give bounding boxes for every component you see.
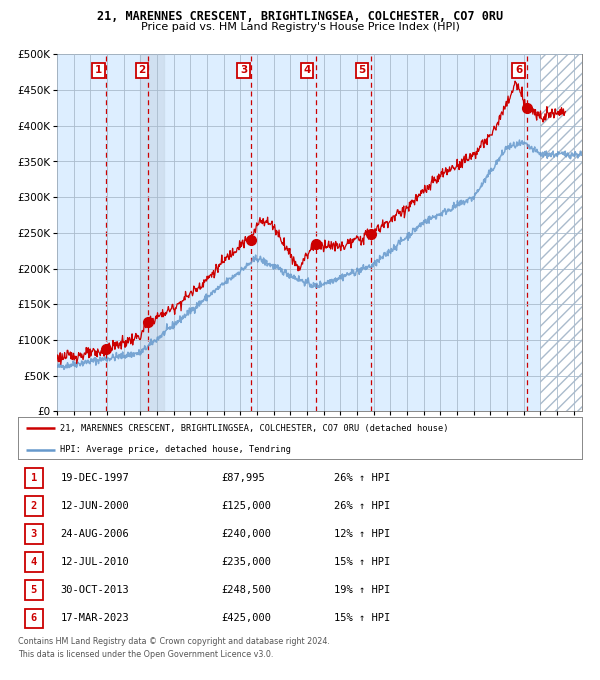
FancyBboxPatch shape (25, 468, 43, 488)
Bar (140, 54, 164, 411)
Text: 6: 6 (31, 613, 37, 624)
Text: 1: 1 (95, 65, 102, 75)
Bar (541, 54, 582, 411)
Text: 12-JUN-2000: 12-JUN-2000 (60, 501, 129, 511)
FancyBboxPatch shape (25, 609, 43, 628)
Text: 15% ↑ HPI: 15% ↑ HPI (334, 613, 390, 624)
Text: 26% ↑ HPI: 26% ↑ HPI (334, 501, 390, 511)
FancyBboxPatch shape (25, 524, 43, 544)
Text: HPI: Average price, detached house, Tendring: HPI: Average price, detached house, Tend… (60, 445, 292, 454)
Text: 26% ↑ HPI: 26% ↑ HPI (334, 473, 390, 483)
Text: Price paid vs. HM Land Registry's House Price Index (HPI): Price paid vs. HM Land Registry's House … (140, 22, 460, 33)
Text: 24-AUG-2006: 24-AUG-2006 (60, 529, 129, 539)
Text: £240,000: £240,000 (221, 529, 271, 539)
Text: £248,500: £248,500 (221, 585, 271, 595)
Text: 5: 5 (31, 585, 37, 595)
Text: 2: 2 (139, 65, 146, 75)
Text: 6: 6 (515, 65, 522, 75)
Text: 19-DEC-1997: 19-DEC-1997 (60, 473, 129, 483)
Text: 3: 3 (31, 529, 37, 539)
Text: £235,000: £235,000 (221, 557, 271, 567)
Text: 4: 4 (31, 557, 37, 567)
Text: £125,000: £125,000 (221, 501, 271, 511)
Text: This data is licensed under the Open Government Licence v3.0.: This data is licensed under the Open Gov… (18, 650, 274, 659)
Text: 4: 4 (304, 65, 311, 75)
FancyBboxPatch shape (25, 552, 43, 572)
Text: 19% ↑ HPI: 19% ↑ HPI (334, 585, 390, 595)
Text: 12-JUL-2010: 12-JUL-2010 (60, 557, 129, 567)
Text: £425,000: £425,000 (221, 613, 271, 624)
Text: 12% ↑ HPI: 12% ↑ HPI (334, 529, 390, 539)
Text: 15% ↑ HPI: 15% ↑ HPI (334, 557, 390, 567)
Text: 17-MAR-2023: 17-MAR-2023 (60, 613, 129, 624)
Text: 1: 1 (31, 473, 37, 483)
Text: 21, MARENNES CRESCENT, BRIGHTLINGSEA, COLCHESTER, CO7 0RU (detached house): 21, MARENNES CRESCENT, BRIGHTLINGSEA, CO… (60, 424, 449, 432)
Text: 5: 5 (358, 65, 365, 75)
Text: 3: 3 (240, 65, 247, 75)
Text: Contains HM Land Registry data © Crown copyright and database right 2024.: Contains HM Land Registry data © Crown c… (18, 637, 330, 646)
Text: 30-OCT-2013: 30-OCT-2013 (60, 585, 129, 595)
Text: 2: 2 (31, 501, 37, 511)
FancyBboxPatch shape (25, 496, 43, 515)
Text: £87,995: £87,995 (221, 473, 265, 483)
FancyBboxPatch shape (25, 581, 43, 600)
Text: 21, MARENNES CRESCENT, BRIGHTLINGSEA, COLCHESTER, CO7 0RU: 21, MARENNES CRESCENT, BRIGHTLINGSEA, CO… (97, 10, 503, 23)
